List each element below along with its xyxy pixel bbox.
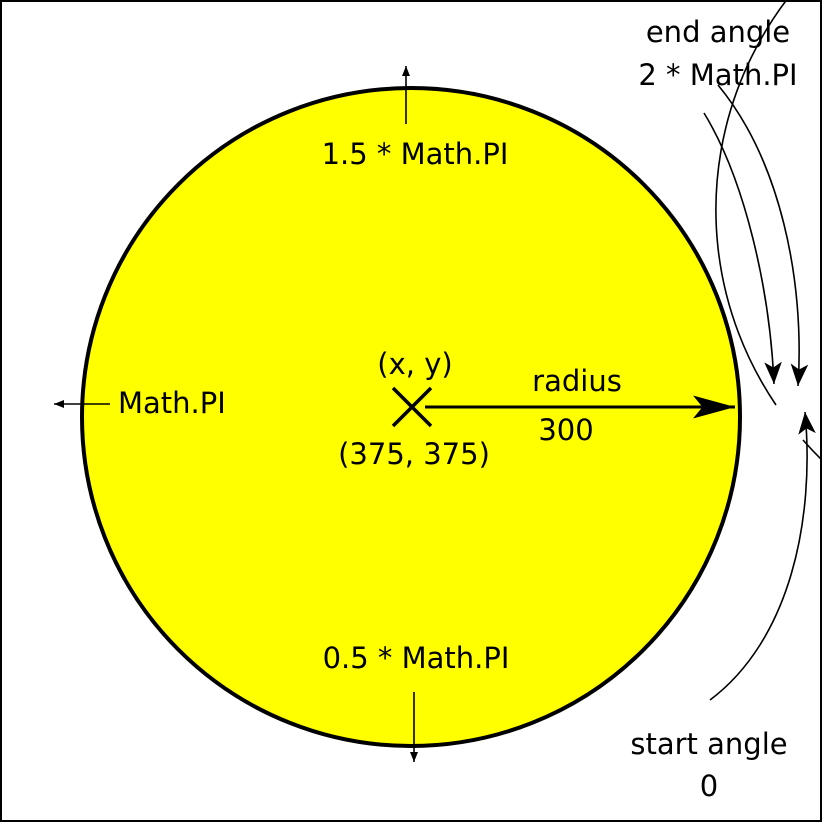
end-angle-value: 2 * Math.PI — [638, 58, 797, 92]
radius-value-label: 300 — [538, 413, 593, 447]
start-angle-title: start angle — [630, 727, 787, 761]
angle-left-label: Math.PI — [118, 386, 226, 420]
start-angle-arrow — [709, 411, 816, 701]
outer-arc — [715, 0, 822, 462]
end-angle-arrow-outer — [717, 84, 809, 387]
center-name-label: (x, y) — [377, 347, 452, 381]
radius-name-label: radius — [532, 364, 622, 398]
main-circle — [80, 86, 742, 748]
angle-bottom-label: 0.5 * Math.PI — [323, 641, 510, 675]
end-angle-arrow-inner — [703, 112, 782, 385]
start-angle-value: 0 — [700, 769, 718, 803]
x-mark-icon — [391, 386, 433, 428]
angle-top-label: 1.5 * Math.PI — [322, 137, 509, 171]
end-angle-title: end angle — [646, 15, 790, 49]
center-coords-label: (375, 375) — [338, 437, 490, 471]
